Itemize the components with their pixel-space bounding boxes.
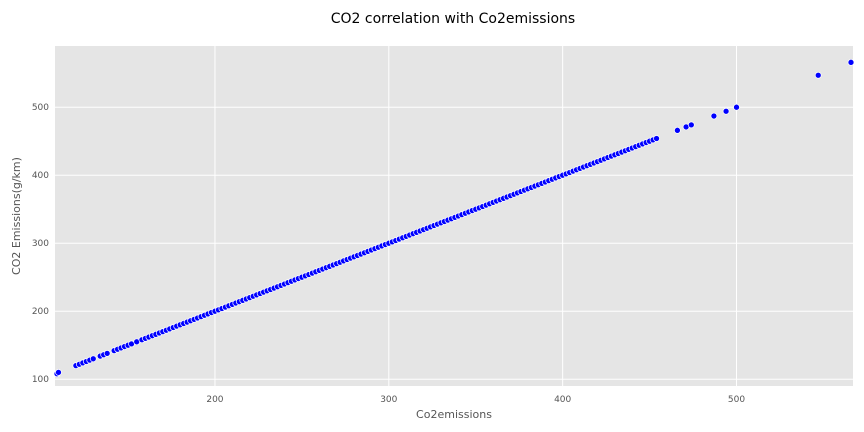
scatter-point bbox=[710, 112, 718, 120]
grid-lines bbox=[55, 46, 853, 386]
y-tick-label: 200 bbox=[32, 307, 49, 317]
x-axis-ticks: 200 300 400 500 bbox=[206, 395, 745, 405]
x-tick-label: 200 bbox=[206, 395, 223, 405]
scatter-point bbox=[733, 103, 740, 111]
y-tick-label: 300 bbox=[32, 239, 49, 249]
y-tick-label: 500 bbox=[32, 103, 49, 113]
scatter-point bbox=[722, 107, 730, 115]
scatter-point bbox=[55, 369, 62, 376]
data-points bbox=[53, 58, 855, 378]
y-tick-label: 100 bbox=[32, 375, 49, 385]
y-axis-ticks: 100 200 300 400 500 bbox=[32, 103, 49, 385]
scatter-point bbox=[687, 121, 695, 129]
scatter-point bbox=[89, 355, 97, 363]
scatter-point bbox=[103, 350, 111, 357]
x-tick-label: 400 bbox=[554, 395, 571, 405]
scatter-point bbox=[674, 126, 681, 134]
y-tick-label: 400 bbox=[32, 171, 49, 181]
x-tick-label: 300 bbox=[380, 395, 397, 405]
scatter-point bbox=[814, 71, 822, 79]
scatter-point bbox=[847, 58, 855, 66]
y-axis-label: CO2 Emissions(g/km) bbox=[10, 157, 23, 275]
x-tick-label: 500 bbox=[728, 395, 745, 405]
scatter-point bbox=[653, 135, 660, 142]
chart-title: CO2 correlation with Co2emissions bbox=[331, 11, 575, 27]
x-axis-label: Co2emissions bbox=[416, 408, 492, 421]
